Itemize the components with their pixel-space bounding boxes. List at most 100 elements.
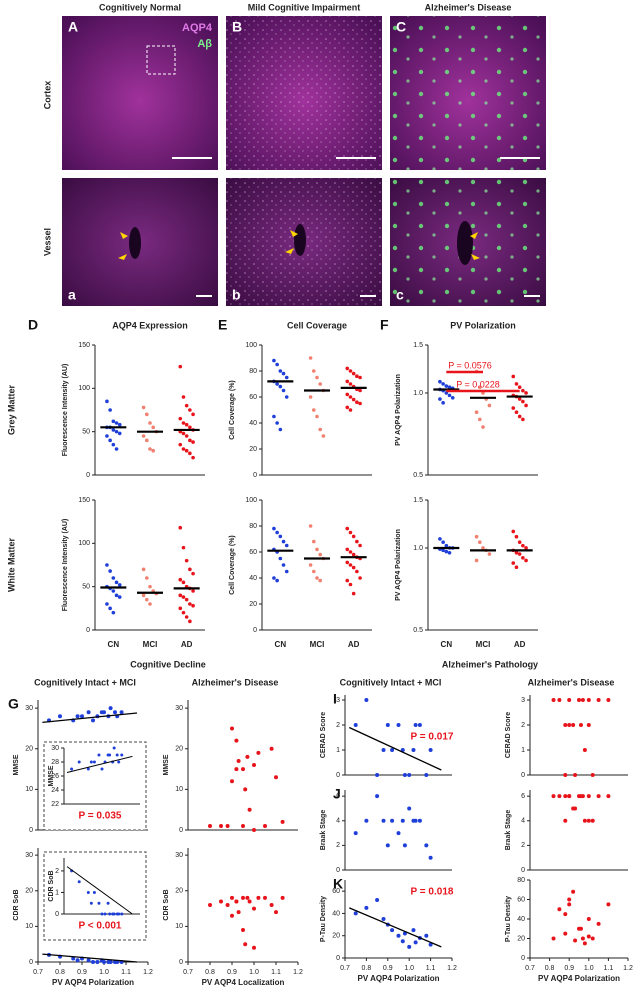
p-value: P = 0.0576 <box>448 360 492 370</box>
chart-title: Alzheimer's Disease <box>528 677 615 687</box>
panel-label: K <box>333 876 343 892</box>
point <box>108 706 113 711</box>
point <box>478 417 482 422</box>
point <box>312 569 316 574</box>
point <box>524 403 528 408</box>
y-tick-label: 1.0 <box>413 390 423 397</box>
vessel <box>129 227 141 259</box>
y-tick-label: 100 <box>245 497 257 504</box>
point <box>551 794 556 799</box>
point <box>236 758 241 763</box>
point <box>517 414 522 419</box>
point <box>521 556 525 560</box>
point <box>278 556 283 561</box>
row-title: Vessel <box>42 228 52 256</box>
point <box>113 710 117 715</box>
inset-point <box>112 912 116 916</box>
point <box>444 549 449 554</box>
point <box>181 431 186 436</box>
point <box>274 910 278 915</box>
inset-point <box>117 912 121 916</box>
point <box>586 698 591 702</box>
x-axis-label: PV AQP4 Polarization <box>358 974 440 983</box>
inset-point <box>120 753 124 757</box>
point <box>225 823 230 828</box>
point <box>117 595 122 599</box>
stain-label: Aβ <box>197 38 212 50</box>
point <box>517 540 522 545</box>
point <box>188 451 192 456</box>
point <box>208 823 212 828</box>
point <box>178 577 183 582</box>
point <box>272 576 276 580</box>
point <box>563 912 568 917</box>
point <box>411 748 416 752</box>
point <box>191 603 195 608</box>
point <box>252 945 256 950</box>
micrograph <box>62 16 218 170</box>
point <box>252 828 256 832</box>
inset-point <box>108 912 112 916</box>
point <box>514 382 519 386</box>
y-tick-label: 20 <box>175 888 183 895</box>
inset-point <box>70 767 74 771</box>
point <box>586 934 591 939</box>
x-tick-label: CN <box>275 640 287 649</box>
point <box>188 408 192 412</box>
point <box>315 375 319 380</box>
point <box>345 405 350 410</box>
inset-fit-line <box>66 755 133 773</box>
point <box>117 431 122 436</box>
x-tick-label: 1.0 <box>249 969 259 976</box>
point <box>478 385 482 390</box>
y-axis-label: CERAD Score <box>320 712 327 758</box>
y-axis-label: Cell Coverage (%) <box>229 535 236 595</box>
point <box>348 582 353 587</box>
point <box>181 545 186 550</box>
y-tick-label: 150 <box>78 497 90 504</box>
point <box>111 419 116 424</box>
inset-point <box>100 767 104 771</box>
p-value: P = 0.017 <box>411 732 454 743</box>
point <box>441 382 445 386</box>
point <box>424 933 429 938</box>
x-tick-label: 0.9 <box>227 969 237 976</box>
y-axis-label: PV AQP4 Polarization <box>395 529 402 601</box>
point <box>236 910 241 915</box>
inset-point <box>106 901 110 905</box>
point <box>114 447 119 451</box>
y-tick-label: 50 <box>82 429 90 436</box>
x-tick-label: CN <box>108 640 120 649</box>
point <box>105 563 109 567</box>
point <box>481 546 485 550</box>
point <box>318 552 323 557</box>
y-tick-label: 0.5 <box>413 472 423 479</box>
y-tick-label: 30 <box>175 705 183 712</box>
inset-point <box>120 912 124 916</box>
point <box>108 438 112 443</box>
point <box>358 401 362 406</box>
point <box>108 606 112 611</box>
point <box>275 421 279 425</box>
y-tick-label: 50 <box>82 584 90 591</box>
point <box>191 440 195 444</box>
x-tick-label: 1.2 <box>293 969 303 976</box>
y-axis-label: CDR SoB <box>163 889 170 920</box>
y-tick-label: 0 <box>521 867 525 874</box>
point <box>428 748 433 752</box>
point <box>184 422 189 427</box>
point <box>281 539 286 544</box>
y-tick-label: 10 <box>175 786 183 793</box>
x-tick-label: 0.7 <box>33 969 43 976</box>
y-tick-label: 40 <box>249 420 257 427</box>
point <box>230 895 234 900</box>
y-tick-label: 4 <box>521 818 525 825</box>
point <box>407 806 412 811</box>
point <box>521 388 525 393</box>
point <box>517 385 522 390</box>
x-axis-label: PV AQP4 Localization <box>202 978 285 987</box>
point <box>184 558 189 563</box>
y-axis-label: CDR SoB <box>48 870 55 901</box>
point <box>424 843 429 848</box>
